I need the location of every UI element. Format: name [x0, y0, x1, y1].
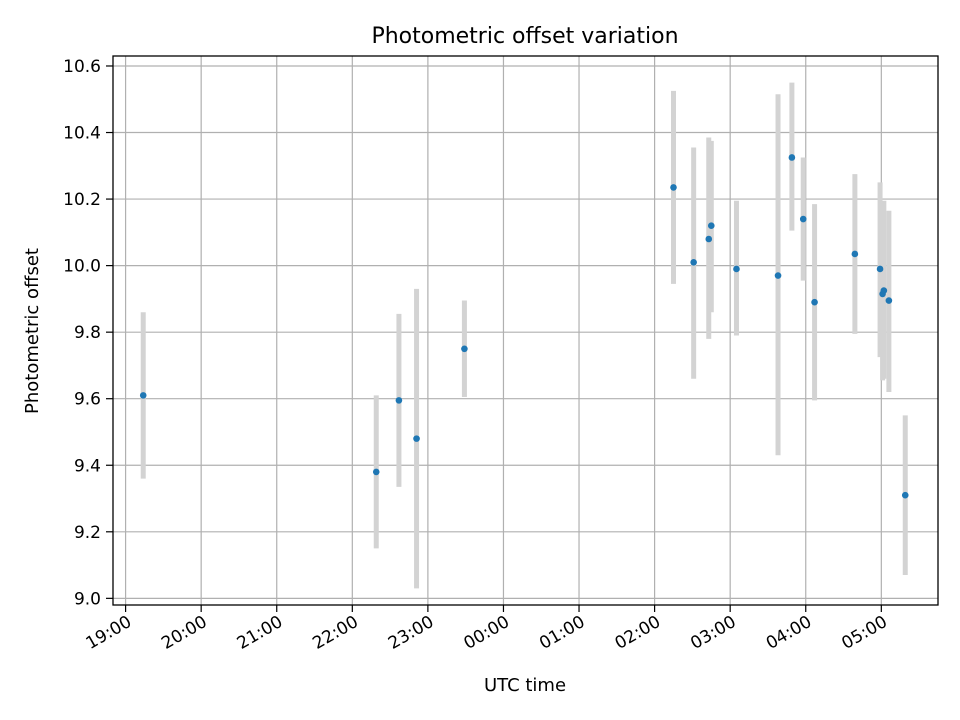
y-tick-label: 10.6: [63, 57, 101, 77]
data-point: [774, 272, 782, 279]
y-axis-label: Photometric offset: [22, 248, 43, 414]
data-point: [851, 250, 859, 258]
y-tick-label: 9.8: [74, 323, 101, 343]
data-point: [880, 287, 888, 294]
data-point: [705, 235, 713, 243]
data-point: [395, 397, 403, 404]
x-axis-label: UTC time: [484, 675, 566, 696]
y-tick-label: 10.2: [63, 190, 101, 210]
data-point: [788, 154, 796, 161]
data-point: [690, 258, 697, 266]
y-tick-label: 9.6: [74, 390, 101, 410]
data-point: [876, 265, 884, 273]
y-tick-label: 10.4: [63, 124, 101, 144]
y-axis: 9.0 9.2 9.4 9.6 9.8 10.0 10.2 10.4 10.6: [63, 57, 113, 609]
plot-frame: [112, 55, 939, 606]
data-point: [670, 184, 677, 191]
data-point: [799, 215, 807, 223]
data-point: [885, 297, 893, 304]
data-point: [413, 435, 420, 442]
data-point: [901, 491, 909, 499]
y-tick-label: 9.4: [74, 456, 101, 476]
data-point: [707, 222, 715, 229]
data-points: [139, 154, 909, 499]
data-point: [372, 468, 380, 476]
y-tick-label: 9.2: [74, 523, 101, 543]
data-point: [139, 392, 147, 399]
y-tick-label: 10.0: [63, 257, 101, 277]
data-point: [733, 265, 740, 273]
data-point: [811, 298, 818, 306]
chart-title: Photometric offset variation: [371, 24, 678, 49]
y-tick-label: 9.0: [74, 589, 101, 609]
data-point: [461, 345, 468, 353]
